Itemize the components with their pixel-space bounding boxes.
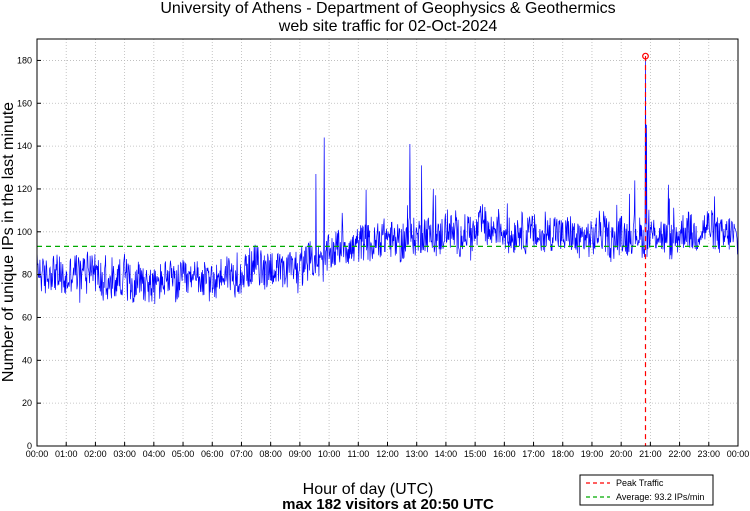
x-tick-label: 23:00 <box>698 449 721 459</box>
x-tick-label: 16:00 <box>493 449 516 459</box>
y-tick-label: 40 <box>22 355 32 365</box>
x-tick-label: 22:00 <box>668 449 691 459</box>
chart-title-line-1: University of Athens - Department of Geo… <box>160 0 615 17</box>
y-tick-label: 120 <box>17 184 32 194</box>
x-tick-label: 20:00 <box>610 449 633 459</box>
x-tick-label: 04:00 <box>143 449 166 459</box>
y-tick-label: 80 <box>22 270 32 280</box>
x-tick-label: 18:00 <box>551 449 574 459</box>
x-tick-label: 19:00 <box>581 449 604 459</box>
y-tick-label: 160 <box>17 98 32 108</box>
legend-average-label: Average: 93.2 IPs/min <box>616 492 704 502</box>
x-axis-label: Hour of day (UTC) <box>303 481 434 498</box>
y-tick-label: 0 <box>27 441 32 451</box>
y-tick-label: 140 <box>17 141 32 151</box>
x-tick-label: 09:00 <box>289 449 312 459</box>
legend: Peak Traffic Average: 93.2 IPs/min <box>579 474 714 506</box>
plot-area <box>36 38 739 447</box>
x-tick-label: 17:00 <box>522 449 545 459</box>
y-tick-label: 20 <box>22 398 32 408</box>
x-tick-label: 10:00 <box>318 449 341 459</box>
x-tick-label: 06:00 <box>201 449 224 459</box>
legend-peak-label: Peak Traffic <box>616 478 664 488</box>
x-tick-label: 14:00 <box>435 449 458 459</box>
y-tick-label: 60 <box>22 312 32 322</box>
x-tick-label: 00:00 <box>727 449 750 459</box>
x-tick-label: 00:00 <box>26 449 49 459</box>
chart-title-line-2: web site traffic for 02-Oct-2024 <box>278 18 498 35</box>
peak-marker <box>642 52 649 60</box>
legend-box <box>579 474 714 506</box>
x-tick-label: 08:00 <box>259 449 282 459</box>
x-tick-label: 12:00 <box>376 449 399 459</box>
x-tick-label: 11:00 <box>347 449 369 459</box>
x-tick-label: 05:00 <box>172 449 195 459</box>
x-tick-label: 13:00 <box>405 449 428 459</box>
x-tick-label: 21:00 <box>639 449 662 459</box>
peak-summary: max 182 visitors at 20:50 UTC <box>282 496 494 511</box>
y-tick-label: 180 <box>17 55 32 65</box>
x-tick-label: 02:00 <box>84 449 107 459</box>
y-tick-label: 100 <box>17 227 32 237</box>
x-tick-label: 03:00 <box>113 449 136 459</box>
traffic-line <box>36 56 739 305</box>
x-tick-label: 07:00 <box>230 449 253 459</box>
x-tick-label: 01:00 <box>55 449 78 459</box>
x-tick-label: 15:00 <box>464 449 487 459</box>
y-axis-label: Number of unique IPs in the last minute <box>0 102 17 382</box>
